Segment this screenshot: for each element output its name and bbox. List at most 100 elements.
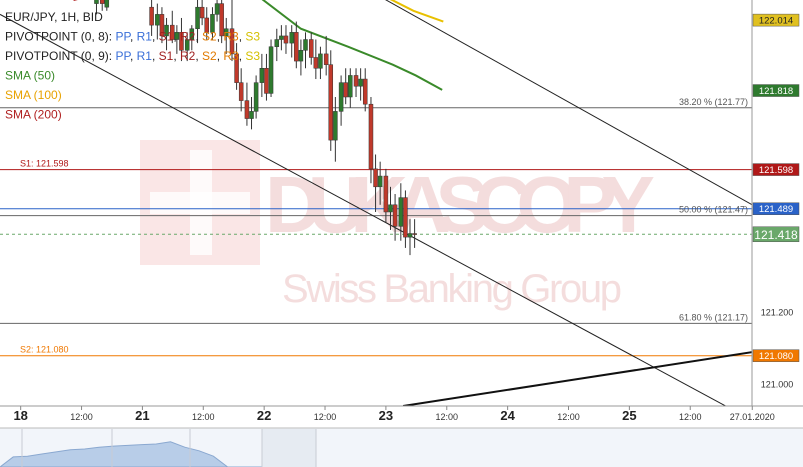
trend-line-1 (0, 13, 727, 406)
candle-body (412, 233, 417, 235)
legend-row-4: SMA (100) (5, 88, 62, 102)
candle-body (362, 78, 368, 105)
candle-body (268, 46, 274, 94)
legend-part: R3 (223, 49, 239, 63)
candle-body (94, 0, 99, 4)
candle-body (294, 32, 299, 62)
legend-part: , (173, 30, 180, 44)
legend-part: , (217, 30, 224, 44)
legend-part: , (152, 49, 159, 63)
candle-body (210, 14, 215, 33)
price-axis[interactable]: 121.200 121.000 122.014 121.818 121.598 121.4… (751, 0, 803, 406)
candle-body (373, 168, 378, 188)
candle-body (189, 28, 195, 40)
time-tick-label: 12:00 (679, 412, 702, 422)
candle-body (403, 197, 408, 238)
candle-body (323, 53, 329, 65)
time-tick-label: 12:00 (70, 412, 93, 422)
candle-body (343, 82, 348, 98)
sma-100-line (389, 0, 444, 23)
candle-body (224, 28, 229, 37)
navigator-area (0, 441, 262, 467)
legend-part: R1 (137, 49, 153, 63)
candle-body (303, 39, 308, 51)
candle-body (398, 197, 404, 227)
time-tick-label: 25 (622, 408, 636, 423)
candle-body (164, 24, 169, 37)
candle-body (174, 32, 180, 40)
navigator-strip[interactable] (0, 427, 803, 467)
navigator-window (262, 429, 316, 467)
price-tag-2 (752, 163, 800, 176)
legend-row-2: PIVOTPOINT (0, 9): PP, R1, S1, R2, S2, R… (5, 49, 260, 63)
legend-part: PP (115, 49, 131, 63)
legend-part: S2 (202, 49, 217, 63)
price-tick-label: 121.200 (761, 308, 794, 318)
pivot-label-6: S2: 121.080 (20, 345, 69, 355)
candle-body (283, 35, 289, 44)
price-tag-label-0: 122.014 (759, 16, 793, 27)
legend-row-5: SMA (200) (5, 108, 62, 122)
candle-body (353, 75, 359, 87)
watermark-tagline: Swiss Banking Group (282, 267, 622, 311)
candle-body (170, 24, 175, 40)
candle-body (195, 6, 200, 29)
time-tick-label: 12:00 (192, 412, 215, 422)
legend-part: , (130, 30, 137, 44)
legend-part: , (195, 49, 202, 63)
price-tag-label-2: 121.598 (759, 165, 793, 176)
fib-label-3: 50.00 % (121.47) (679, 205, 748, 215)
sma-lines (73, 0, 444, 91)
candle-body (368, 103, 374, 170)
legend-part: R2 (180, 30, 196, 44)
candle-body (313, 57, 319, 69)
pivot-label-1: S1: 121.598 (20, 159, 69, 169)
legend-part: , (239, 30, 246, 44)
candle-body (184, 39, 190, 51)
candle-body (407, 233, 413, 238)
candle-body (229, 28, 235, 55)
legend-part: R3 (223, 30, 239, 44)
candle-body (318, 53, 323, 69)
time-axis[interactable]: 18 12:00 21 12:00 22 12:00 23 12:00 24 12:00 25 12:… (0, 405, 803, 428)
time-tick-label: 24 (500, 408, 515, 423)
time-tick-label: 23 (379, 408, 393, 423)
candle-body (234, 53, 239, 83)
legend-part: PIVOTPOINT (0, 8): (5, 30, 115, 44)
candle-body (289, 32, 294, 44)
legend-part: , (130, 49, 137, 63)
legend-part: , (195, 30, 202, 44)
candle-body (383, 175, 389, 213)
candle-body (104, 0, 110, 8)
trend-lines (0, 0, 752, 406)
candle-body (219, 3, 224, 37)
legend-part: S2 (202, 30, 217, 44)
legend-part: , (239, 49, 246, 63)
candle-body (392, 204, 398, 227)
time-tick-label: 27.01.2020 (730, 412, 775, 422)
candle-body (199, 6, 205, 19)
legend-part: PP (115, 30, 131, 44)
candle-body (204, 17, 209, 33)
candle-body (149, 6, 154, 26)
legend-part: S3 (245, 30, 260, 44)
time-tick-label: 12:00 (435, 412, 458, 422)
time-tick-label: 12:00 (557, 412, 580, 422)
trend-line-0 (385, 0, 752, 206)
time-axis-bg (0, 406, 803, 428)
candle-body (179, 32, 184, 51)
trend-line-2 (402, 351, 752, 406)
candlesticks (94, 0, 417, 256)
price-tag-1 (752, 84, 800, 97)
candle-body (333, 111, 338, 141)
candle-body (155, 14, 160, 26)
fib-label-5: 61.80 % (121.17) (679, 312, 748, 322)
candle-body (249, 111, 254, 119)
candle-body (308, 39, 314, 58)
chart-legend: EUR/JPY, 1H, BID PIVOTPOINT (0, 8): PP, R… (5, 10, 260, 122)
price-tag-label-1: 121.818 (759, 86, 793, 97)
price-tag-label-3: 121.489 (759, 204, 793, 215)
candle-body (244, 100, 250, 119)
legend-part: , (217, 49, 224, 63)
